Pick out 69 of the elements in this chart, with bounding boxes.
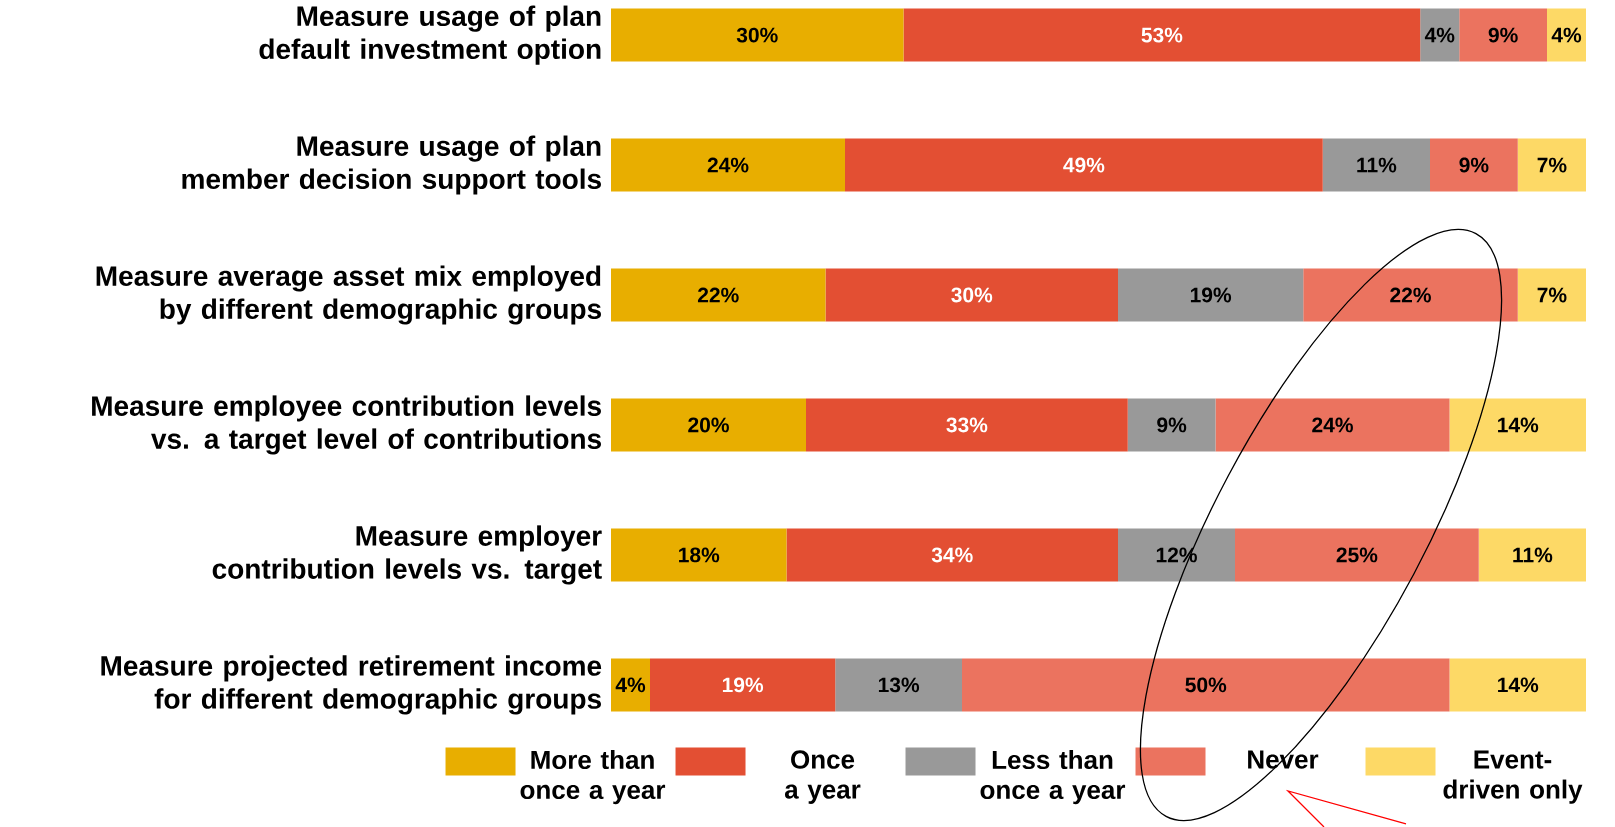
data-label: 20% xyxy=(688,417,729,433)
data-label: 9% xyxy=(1488,27,1518,43)
legend-label: Once a year xyxy=(784,750,861,804)
bar xyxy=(1303,268,1518,322)
y-tick-label: Measure usage of plan default investment option xyxy=(259,5,601,65)
data-label: 33% xyxy=(946,417,988,433)
data-label: 22% xyxy=(1390,287,1431,303)
y-tick-label: Measure average asset mix employed by different demographic groups xyxy=(96,265,601,325)
bar xyxy=(1322,138,1430,192)
bar xyxy=(611,658,650,712)
data-label: 53% xyxy=(1141,27,1183,43)
data-label: 24% xyxy=(1312,417,1353,433)
bar xyxy=(1547,8,1586,62)
bar xyxy=(1478,528,1586,582)
bar xyxy=(650,658,836,712)
bar xyxy=(1127,398,1216,452)
data-label: 13% xyxy=(878,677,920,693)
y-tick-label: Measure employer contribution levels vs. target xyxy=(212,525,602,585)
bar xyxy=(786,528,1118,582)
data-label: 34% xyxy=(931,547,973,563)
data-label: 19% xyxy=(1190,287,1232,303)
data-label: 18% xyxy=(679,547,720,563)
bar xyxy=(1517,268,1586,322)
bar xyxy=(1118,268,1304,322)
data-label: 7% xyxy=(1537,157,1567,173)
bar xyxy=(1430,138,1518,192)
y-tick-label: Measure projected retirement income for different demographic groups xyxy=(101,655,602,715)
data-label: 4% xyxy=(1551,27,1582,43)
data-label: 9% xyxy=(1459,157,1489,173)
data-label: 11% xyxy=(1513,547,1553,563)
data-label: 30% xyxy=(951,287,993,303)
bar xyxy=(1420,8,1460,62)
data-label: 19% xyxy=(722,677,764,693)
bar xyxy=(611,528,787,582)
data-label: 25% xyxy=(1336,547,1378,563)
data-label: 24% xyxy=(707,157,749,173)
bar xyxy=(835,658,962,712)
data-label: 9% xyxy=(1157,417,1187,433)
bar xyxy=(1449,658,1586,712)
bar xyxy=(962,658,1450,712)
data-label: 4% xyxy=(615,677,646,693)
legend-label: More than once a year xyxy=(520,750,666,805)
data-label: 7% xyxy=(1537,287,1567,303)
bar xyxy=(1235,528,1479,582)
data-label: 22% xyxy=(697,287,739,303)
bar xyxy=(845,138,1323,192)
bar xyxy=(1517,138,1586,192)
data-label: 49% xyxy=(1063,157,1105,173)
bar xyxy=(825,268,1118,322)
bar xyxy=(806,398,1128,452)
bar xyxy=(611,138,845,192)
data-label: 14% xyxy=(1498,677,1539,693)
bar xyxy=(1118,528,1235,582)
y-tick-label: Measure usage of plan member decision support tools xyxy=(182,135,601,195)
legend-label: Event-driven only xyxy=(1443,750,1583,804)
data-label: 4% xyxy=(1424,27,1455,43)
data-label: 30% xyxy=(736,27,778,43)
data-label: 14% xyxy=(1498,417,1539,433)
bar xyxy=(611,268,826,322)
bar xyxy=(611,398,806,452)
bar xyxy=(1215,398,1450,452)
y-tick-label: Measure employee contribution levels vs. a target level of contributions xyxy=(92,395,601,455)
bar xyxy=(1449,398,1586,452)
bar xyxy=(903,8,1421,62)
data-label: 11% xyxy=(1357,157,1397,173)
data-label: 50% xyxy=(1185,677,1227,693)
legend-label: Less than once a year xyxy=(980,750,1126,805)
bar xyxy=(611,8,904,62)
bar xyxy=(1459,8,1547,62)
